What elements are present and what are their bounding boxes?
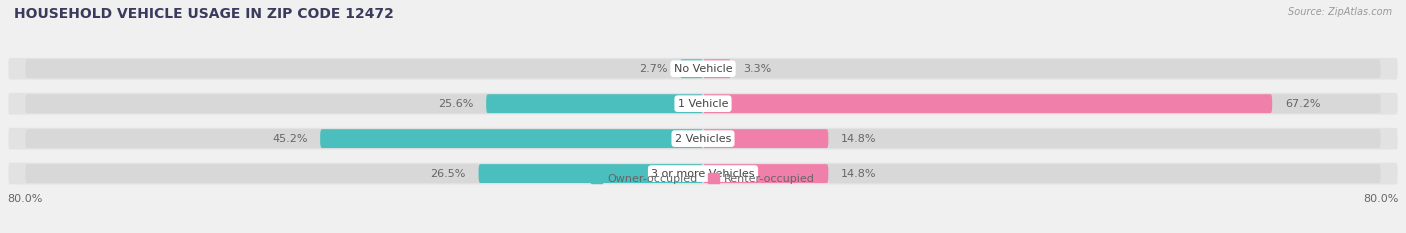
Text: 3.3%: 3.3% <box>744 64 772 74</box>
FancyBboxPatch shape <box>486 94 703 113</box>
FancyBboxPatch shape <box>8 58 1398 80</box>
Text: No Vehicle: No Vehicle <box>673 64 733 74</box>
Text: 1 Vehicle: 1 Vehicle <box>678 99 728 109</box>
Text: 3 or more Vehicles: 3 or more Vehicles <box>651 169 755 178</box>
Legend: Owner-occupied, Renter-occupied: Owner-occupied, Renter-occupied <box>586 169 820 188</box>
Text: 25.6%: 25.6% <box>439 99 474 109</box>
FancyBboxPatch shape <box>681 59 703 78</box>
Text: 14.8%: 14.8% <box>841 169 876 178</box>
Text: 2 Vehicles: 2 Vehicles <box>675 134 731 144</box>
FancyBboxPatch shape <box>703 164 828 183</box>
FancyBboxPatch shape <box>321 129 703 148</box>
FancyBboxPatch shape <box>25 94 1381 113</box>
Text: 2.7%: 2.7% <box>638 64 668 74</box>
Text: Source: ZipAtlas.com: Source: ZipAtlas.com <box>1288 7 1392 17</box>
FancyBboxPatch shape <box>703 59 731 78</box>
FancyBboxPatch shape <box>703 129 828 148</box>
FancyBboxPatch shape <box>25 129 1381 148</box>
FancyBboxPatch shape <box>8 163 1398 185</box>
Text: HOUSEHOLD VEHICLE USAGE IN ZIP CODE 12472: HOUSEHOLD VEHICLE USAGE IN ZIP CODE 1247… <box>14 7 394 21</box>
FancyBboxPatch shape <box>8 128 1398 150</box>
FancyBboxPatch shape <box>703 94 1272 113</box>
FancyBboxPatch shape <box>8 93 1398 115</box>
Text: 67.2%: 67.2% <box>1285 99 1320 109</box>
Text: 14.8%: 14.8% <box>841 134 876 144</box>
FancyBboxPatch shape <box>478 164 703 183</box>
Text: 45.2%: 45.2% <box>271 134 308 144</box>
Text: 26.5%: 26.5% <box>430 169 465 178</box>
FancyBboxPatch shape <box>25 59 1381 78</box>
FancyBboxPatch shape <box>25 164 1381 183</box>
